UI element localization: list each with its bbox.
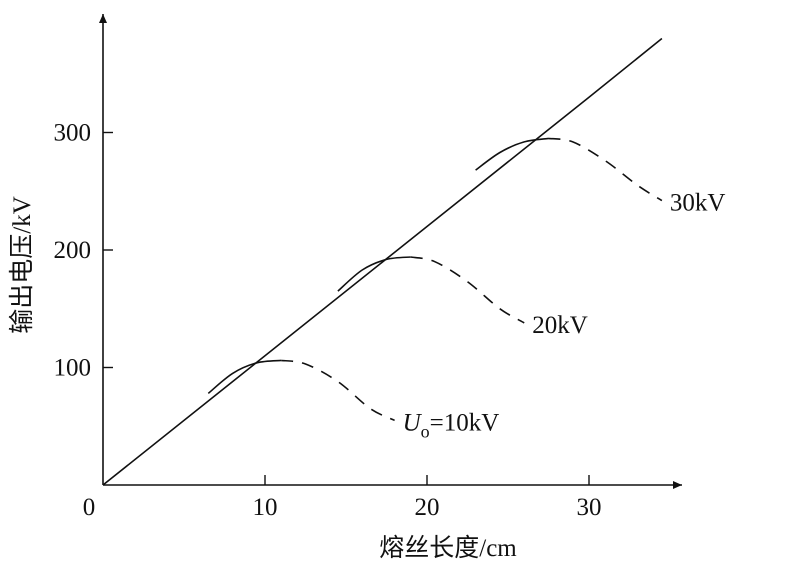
x-tick-label: 30 <box>577 494 602 521</box>
y-tick-label: 300 <box>54 120 92 147</box>
series-labels: Uo=10kV 20kV 30kV <box>403 190 726 442</box>
x-tick-label: 0 <box>83 494 96 521</box>
x-tick-label: 20 <box>415 494 440 521</box>
series-layer <box>102 37 663 486</box>
series-curve-solid <box>475 137 549 171</box>
series-label: 20kV <box>532 312 588 339</box>
y-axis-label: 输出电压/kV <box>8 196 36 334</box>
y-tick-label: 200 <box>54 237 92 264</box>
series-curve-dashed <box>410 256 525 324</box>
axes <box>99 14 682 489</box>
axis-ticks: 0 10 20 30 100 200 300 <box>54 120 602 522</box>
series-label: 30kV <box>670 190 726 217</box>
series-curve-solid <box>207 359 282 395</box>
x-axis-label: 熔丝长度/cm <box>379 534 517 562</box>
y-tick-label: 100 <box>54 355 92 382</box>
series-curve-dashed <box>548 137 663 202</box>
x-tick-label: 10 <box>253 494 278 521</box>
series-curve-solid <box>337 256 411 292</box>
series-curve-dashed <box>281 359 395 422</box>
series-label: Uo=10kV <box>403 409 500 441</box>
reference-line <box>102 37 663 486</box>
